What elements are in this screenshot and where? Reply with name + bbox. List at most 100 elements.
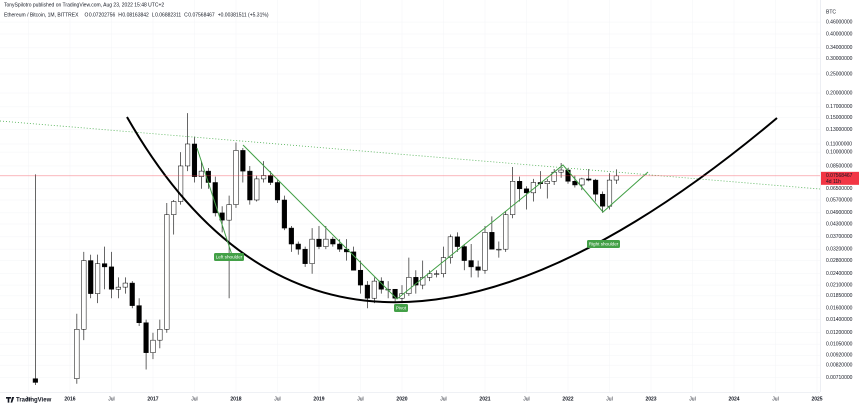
- y-tick-label: 0.00820000: [826, 363, 853, 369]
- x-tick-label: Jul: [606, 396, 612, 402]
- legend-value: 0.06882311: [155, 12, 181, 18]
- candle-body: [468, 260, 474, 268]
- candle-body: [102, 263, 108, 268]
- candle: [572, 175, 578, 188]
- candle: [309, 228, 315, 274]
- annotation-label: Right shoulder: [589, 242, 619, 247]
- annotation: Right shoulder: [587, 240, 620, 248]
- trend-line: [0, 120, 821, 190]
- candle-body: [108, 266, 115, 290]
- candle: [191, 136, 198, 183]
- candle: [240, 147, 246, 183]
- annotation-label: Left shoulder: [216, 255, 243, 260]
- candle: [233, 142, 239, 208]
- y-tick-label: 0.20000000: [826, 90, 853, 96]
- currency: BTC: [826, 9, 836, 15]
- last-price-tag: [821, 171, 859, 185]
- candle-body: [136, 305, 142, 323]
- candle: [392, 288, 398, 304]
- candle: [351, 246, 357, 271]
- y-tick-label: 0.03200000: [826, 247, 853, 253]
- x-tick-label: 2022: [562, 396, 573, 402]
- x-tick-label: 2018: [230, 396, 241, 402]
- candle-body: [254, 178, 260, 201]
- candle-body: [309, 238, 315, 264]
- candle: [122, 277, 128, 294]
- x-tick-label: 2023: [645, 396, 656, 402]
- candle-body: [32, 378, 38, 383]
- candle: [503, 211, 509, 252]
- candle: [212, 176, 218, 217]
- candle-body: [606, 179, 613, 207]
- candle: [143, 319, 149, 370]
- candle: [579, 177, 585, 191]
- countdown: 4d 11h: [826, 179, 841, 185]
- publisher: TonySpilotro published on TradingView.co…: [4, 2, 164, 8]
- candle: [413, 270, 419, 294]
- candle-body: [496, 248, 502, 251]
- legend-change: +0.00381511 (+5.31%): [218, 12, 269, 18]
- candle-body: [434, 273, 440, 275]
- candle-body: [233, 150, 239, 205]
- candle-body: [330, 238, 336, 245]
- candle: [558, 162, 564, 178]
- candle-body: [371, 280, 377, 299]
- y-tick-label: 0.30000000: [826, 56, 853, 62]
- legend: Ethereum / Bitcoin, 1M, BITTREX O 0.07202…: [4, 12, 269, 18]
- candle: [371, 277, 377, 304]
- candle-body: [586, 178, 592, 181]
- candle: [164, 203, 170, 333]
- candle-body: [274, 182, 281, 201]
- x-tick-label: 2017: [147, 396, 158, 402]
- candle: [108, 251, 115, 299]
- candle-body: [489, 232, 495, 250]
- candle-body: [171, 201, 177, 215]
- legend-key: H: [118, 12, 122, 18]
- cup-curve: [126, 116, 778, 304]
- candle: [281, 195, 287, 231]
- candle-body: [281, 199, 287, 229]
- candle-body: [503, 214, 509, 250]
- y-tick-label: 0.02100000: [826, 282, 853, 288]
- axes: 0.46000000 0.40000000 0.34000000 0.30000000…: [25, 19, 852, 402]
- candle-body: [295, 243, 301, 250]
- candle-body: [475, 266, 481, 271]
- legend-key: O: [84, 12, 88, 18]
- candle-body: [482, 232, 488, 271]
- y-tick-label: 0.02400000: [826, 271, 853, 277]
- brand: TradingView: [6, 397, 52, 404]
- candle: [330, 236, 336, 247]
- annotation: Left shoulder: [214, 253, 244, 261]
- candle: [171, 199, 177, 235]
- brand-name: TradingView: [16, 398, 52, 404]
- candle: [95, 254, 101, 304]
- candle-body: [364, 284, 370, 299]
- candle: [482, 226, 488, 274]
- candle-body: [558, 169, 564, 173]
- y-tick-label: 0.34000000: [826, 45, 853, 51]
- candle: [261, 161, 267, 183]
- legend-value: 0.07568467: [188, 12, 215, 18]
- y-tick-label: 0.05700000: [826, 197, 853, 203]
- x-tick-label: Jul: [523, 396, 529, 402]
- x-tick-label: 2016: [64, 396, 75, 402]
- candle-body: [357, 269, 364, 286]
- y-tick-label: 0.46000000: [826, 19, 853, 25]
- shoulder-line: [196, 147, 233, 256]
- candle: [274, 180, 281, 204]
- candle: [434, 270, 440, 278]
- brand-logo: [6, 397, 15, 403]
- candle: [150, 332, 156, 360]
- y-tick-label: 0.01200000: [826, 330, 853, 336]
- annotation: Pivot: [394, 304, 408, 312]
- candle: [517, 176, 523, 202]
- y-tick-label: 0.06500000: [826, 186, 853, 192]
- candle: [496, 241, 502, 258]
- candle-body: [399, 293, 405, 299]
- candle: [268, 171, 274, 185]
- candle-body: [316, 238, 322, 247]
- candle-body: [143, 322, 149, 353]
- x-tick-label: Jul: [108, 396, 114, 402]
- candle: [323, 226, 329, 250]
